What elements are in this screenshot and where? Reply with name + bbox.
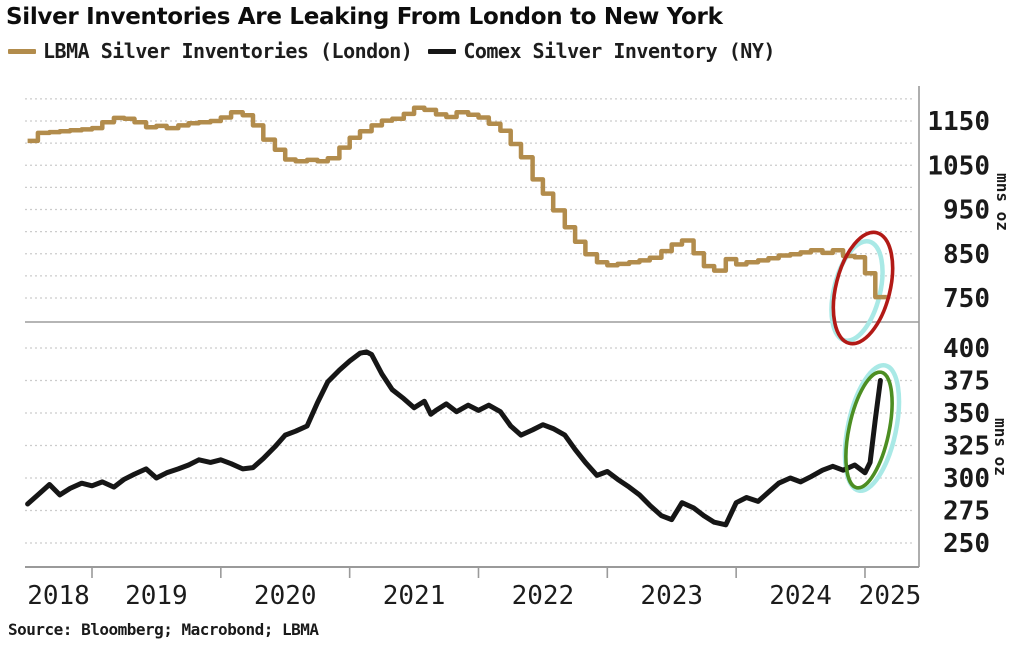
x-year-label: 2024 bbox=[769, 581, 832, 611]
y-tick-label: 1050 bbox=[927, 151, 990, 181]
x-year-label: 2023 bbox=[640, 581, 703, 611]
y-tick-label: 250 bbox=[943, 529, 990, 559]
y-tick-label: 375 bbox=[943, 367, 990, 397]
comex-line-swatch bbox=[428, 48, 457, 54]
y-tick-label: 325 bbox=[943, 432, 990, 462]
y-tick-label: 750 bbox=[943, 284, 990, 314]
y-tick-label: 300 bbox=[943, 464, 990, 494]
chart-title: Silver Inventories Are Leaking From Lond… bbox=[6, 4, 723, 30]
red-annotation-ellipse bbox=[831, 230, 895, 346]
legend-label-comex: Comex Silver Inventory (NY) bbox=[463, 39, 775, 63]
x-year-label: 2025 bbox=[859, 581, 922, 611]
y-tick-label: 350 bbox=[943, 399, 990, 429]
x-year-label: 2022 bbox=[512, 581, 575, 611]
legend-label-lbma: LBMA Silver Inventories (London) bbox=[43, 39, 413, 63]
lbma-series-line bbox=[27, 105, 887, 300]
y-tick-label: 275 bbox=[943, 497, 990, 527]
green-annotation-ellipse bbox=[844, 370, 894, 490]
y-tick-label: 950 bbox=[943, 196, 990, 226]
unit-label-top: mns oz bbox=[993, 173, 1012, 231]
x-year-label: 2020 bbox=[254, 581, 317, 611]
y-tick-label: 400 bbox=[943, 334, 990, 364]
source-note: Source: Bloomberg; Macrobond; LBMA bbox=[8, 620, 319, 639]
lbma-line-swatch bbox=[8, 48, 36, 54]
unit-label-bottom: mns oz bbox=[991, 418, 1010, 476]
comex-series-line bbox=[25, 349, 883, 528]
legend: LBMA Silver Inventories (London) Comex S… bbox=[8, 39, 775, 63]
x-year-label: 2019 bbox=[125, 581, 188, 611]
y-tick-label: 850 bbox=[943, 240, 990, 270]
y-tick-label: 1150 bbox=[927, 107, 990, 137]
x-year-label: 2018 bbox=[27, 581, 90, 611]
x-year-label: 2021 bbox=[383, 581, 446, 611]
